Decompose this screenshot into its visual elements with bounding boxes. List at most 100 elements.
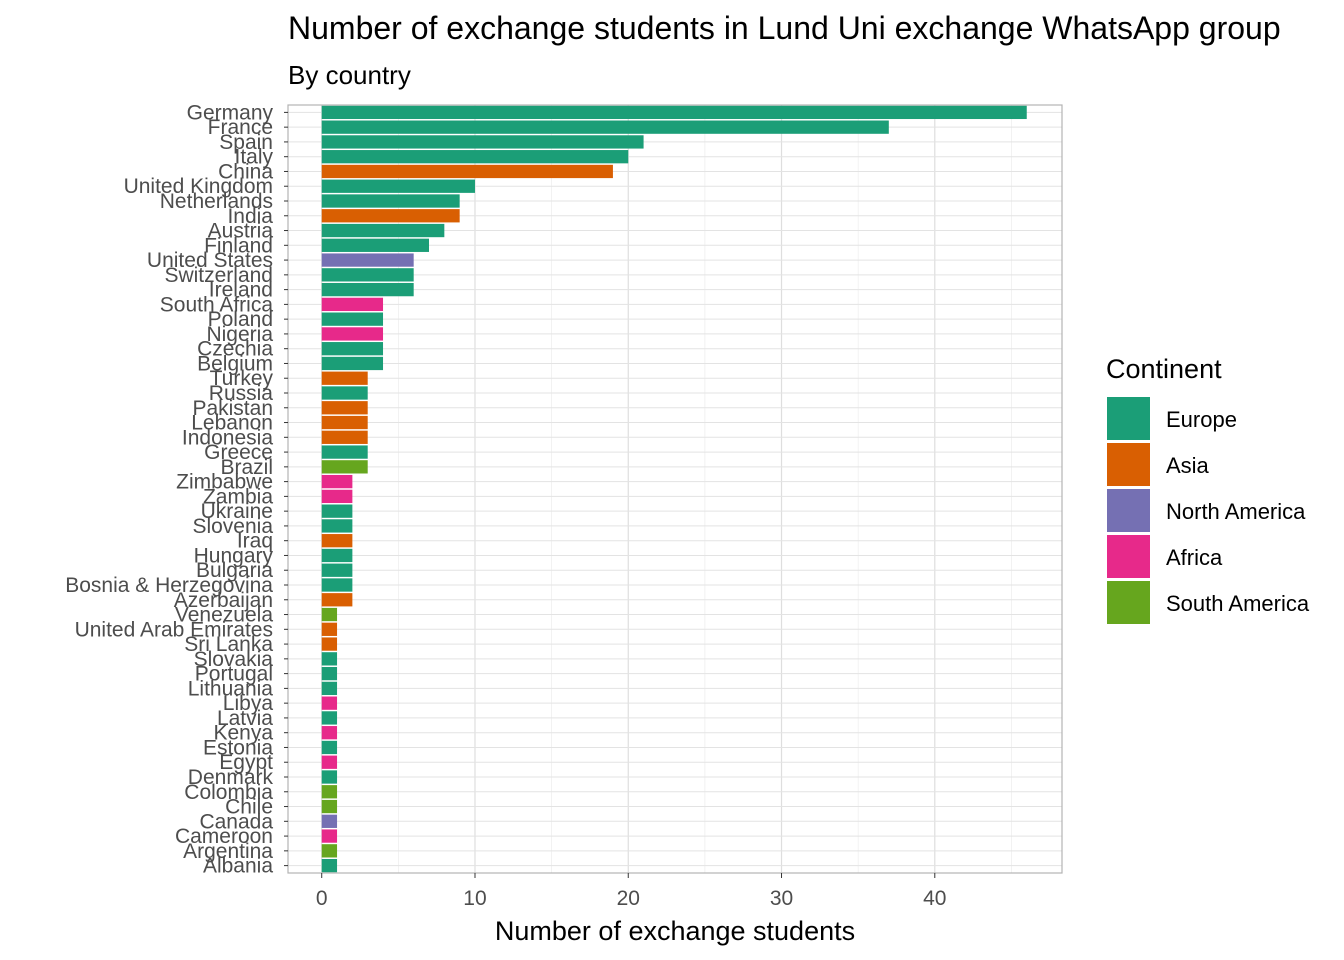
bar-austria — [321, 223, 445, 238]
legend-swatch-asia — [1107, 443, 1150, 486]
bar-ukraine — [321, 504, 353, 518]
y-tick-label-south-africa: South Africa — [160, 293, 274, 316]
y-tick-label-libya: Libya — [223, 692, 274, 715]
bar-lebanon — [321, 415, 368, 430]
y-tick-label-slovenia: Slovenia — [192, 515, 273, 538]
y-tick-label-lebanon: Lebanon — [191, 412, 273, 435]
y-tick-label-indonesia: Indonesia — [182, 426, 273, 449]
x-axis: 0 10 20 30 40 — [316, 873, 946, 910]
y-tick-label-zimbabwe: Zimbabwe — [176, 471, 273, 494]
y-tick-label-switzerland: Switzerland — [164, 264, 273, 287]
legend-label-asia: Asia — [1166, 453, 1210, 478]
legend-label-north-america: North America — [1166, 499, 1306, 524]
y-tick-label-united-kingdom: United Kingdom — [124, 175, 273, 198]
y-tick-label-denmark: Denmark — [188, 766, 274, 789]
x-tick-label: 20 — [617, 887, 640, 910]
bar-lithuania — [321, 681, 338, 696]
y-tick-label-azerbaijan: Azerbaijan — [174, 589, 273, 612]
y-tick-label-ireland: Ireland — [209, 279, 273, 302]
bar-canada — [321, 814, 338, 828]
bar-germany — [321, 105, 1027, 120]
y-tick-label-latvia: Latvia — [217, 707, 273, 730]
y-tick-label-bulgaria: Bulgaria — [196, 559, 273, 582]
y-tick-label-cameroon: Cameroon — [175, 825, 273, 848]
bar-united-states — [321, 253, 414, 267]
bar-poland — [321, 312, 384, 326]
y-tick-label-ukraine: Ukraine — [201, 500, 273, 523]
y-tick-label-zambia: Zambia — [203, 485, 273, 508]
x-tick-label: 30 — [770, 887, 793, 910]
legend-swatch-europe — [1107, 397, 1150, 440]
bar-denmark — [321, 770, 338, 784]
y-tick-label-lithuania: Lithuania — [188, 677, 274, 700]
bar-iraq — [321, 534, 353, 548]
legend-swatch-south-america — [1107, 581, 1150, 624]
bar-chile — [321, 799, 338, 814]
bar-hungary — [321, 548, 353, 563]
legend-label-south-america: South America — [1166, 591, 1310, 616]
y-tick-label-portugal: Portugal — [195, 663, 273, 686]
bar-slovakia — [321, 652, 338, 666]
x-tick-label: 0 — [316, 887, 328, 910]
legend-swatch-north-america — [1107, 489, 1150, 532]
y-tick-label-brazil: Brazil — [220, 456, 273, 479]
bar-venezuela — [321, 607, 338, 622]
y-tick-label-bosnia-and-herzegovina: Bosnia & Herzegovina — [65, 574, 273, 597]
y-tick-label-estonia: Estonia — [203, 736, 273, 759]
bar-ireland — [321, 282, 414, 297]
bar-cameroon — [321, 829, 338, 843]
bar-netherlands — [321, 194, 460, 208]
bar-russia — [321, 386, 368, 400]
y-tick-label-iraq: Iraq — [237, 530, 273, 553]
bar-argentina — [321, 844, 338, 858]
bar-bosnia-and-herzegovina — [321, 578, 353, 592]
bar-kenya — [321, 726, 338, 740]
y-tick-label-france: France — [208, 116, 273, 139]
y-tick-label-canada: Canada — [199, 810, 273, 833]
bar-azerbaijan — [321, 593, 353, 607]
bar-latvia — [321, 711, 338, 725]
y-tick-label-russia: Russia — [209, 382, 274, 405]
y-tick-label-slovakia: Slovakia — [194, 648, 274, 671]
y-tick-label-albania: Albania — [203, 855, 273, 878]
y-tick-label-greece: Greece — [204, 441, 273, 464]
y-tick-label-india: India — [227, 205, 273, 228]
y-tick-label-united-states: United States — [147, 249, 273, 272]
bar-pakistan — [321, 401, 368, 415]
y-tick-label-hungary: Hungary — [194, 544, 274, 567]
legend-label-europe: Europe — [1166, 407, 1237, 432]
bar-france — [321, 120, 889, 134]
bar-albania — [321, 858, 338, 873]
bars — [321, 105, 1027, 873]
y-tick-label-poland: Poland — [208, 308, 273, 331]
bar-zambia — [321, 489, 353, 504]
y-tick-label-netherlands: Netherlands — [160, 190, 273, 213]
bar-colombia — [321, 785, 338, 799]
bar-czechia — [321, 342, 384, 356]
bar-united-kingdom — [321, 179, 475, 193]
bar-china — [321, 164, 613, 179]
y-tick-label-chile: Chile — [225, 796, 273, 819]
y-tick-label-sri-lanka: Sri Lanka — [184, 633, 273, 656]
legend-title: Continent — [1106, 354, 1222, 384]
bar-libya — [321, 696, 338, 710]
grid-lines — [288, 105, 1062, 873]
bar-portugal — [321, 666, 338, 681]
y-tick-label-egypt: Egypt — [219, 751, 273, 774]
legend: Continent Europe Asia North America Africa S… — [1106, 354, 1310, 624]
legend-label-africa: Africa — [1166, 545, 1223, 570]
y-tick-label-czechia: Czechia — [197, 338, 273, 361]
bar-zimbabwe — [321, 474, 353, 489]
y-tick-label-united-arab-emirates: United Arab Emirates — [75, 618, 273, 641]
bar-egypt — [321, 755, 338, 769]
bar-south-africa — [321, 297, 384, 312]
bar-turkey — [321, 371, 368, 385]
y-tick-label-nigeria: Nigeria — [206, 323, 273, 346]
bar-greece — [321, 445, 368, 459]
y-tick-label-kenya: Kenya — [213, 722, 273, 745]
y-tick-label-pakistan: Pakistan — [192, 397, 273, 420]
bar-united-arab-emirates — [321, 622, 338, 636]
y-tick-label-italy: Italy — [234, 146, 273, 169]
